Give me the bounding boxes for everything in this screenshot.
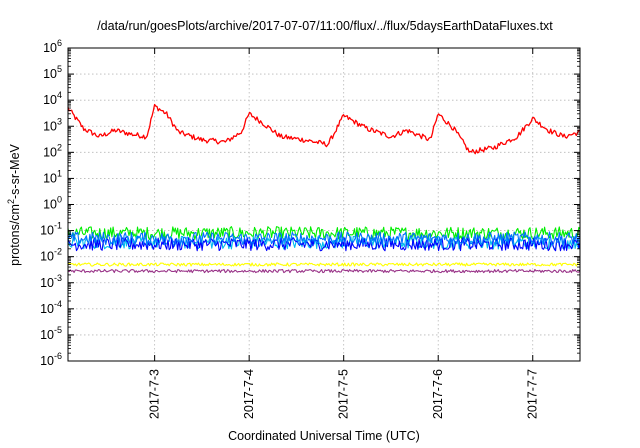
y-tick-label: 100 bbox=[43, 195, 62, 212]
x-tick-label: 2017-7-6 bbox=[431, 369, 445, 419]
x-tick-label: 2017-7-7 bbox=[526, 369, 540, 419]
y-tick-label: 106 bbox=[43, 38, 62, 55]
y-tick-label: 104 bbox=[43, 90, 62, 107]
series-line bbox=[67, 103, 581, 155]
y-tick-label: 10-2 bbox=[40, 247, 62, 264]
y-tick-label: 10-1 bbox=[40, 221, 62, 238]
y-tick-label: 10-4 bbox=[40, 299, 62, 316]
x-tick-label: 2017-7-5 bbox=[337, 369, 351, 419]
series-layer bbox=[67, 103, 581, 274]
y-tick-label: 103 bbox=[43, 116, 62, 133]
series-line bbox=[67, 268, 581, 274]
series-line bbox=[67, 231, 581, 246]
x-axis-label: Coordinated Universal Time (UTC) bbox=[228, 429, 420, 443]
y-tick-label: 105 bbox=[43, 64, 62, 81]
y-tick-label: 10-5 bbox=[40, 325, 62, 342]
y-tick-label: 10-6 bbox=[40, 351, 62, 368]
y-axis-label: protons/cm2-s-sr-MeV bbox=[6, 143, 22, 265]
y-tick-label: 102 bbox=[43, 142, 62, 159]
x-axis: 2017-7-3 2017-7-4 2017-7-5 2017-7-6 2017-7-7 bbox=[148, 48, 540, 419]
series-line bbox=[67, 262, 581, 267]
y-tick-label: 10-3 bbox=[40, 273, 62, 290]
y-tick-label: 101 bbox=[43, 168, 62, 185]
y-axis: 10-6 10-5 10-4 10-3 10-2 10-1 100 101 102 103 104 1… bbox=[40, 38, 580, 368]
x-tick-label: 2017-7-4 bbox=[242, 369, 256, 419]
x-tick-label: 2017-7-3 bbox=[148, 369, 162, 419]
grid-lines bbox=[68, 48, 580, 361]
chart-title: /data/run/goesPlots/archive/2017-07-07/1… bbox=[97, 19, 553, 33]
